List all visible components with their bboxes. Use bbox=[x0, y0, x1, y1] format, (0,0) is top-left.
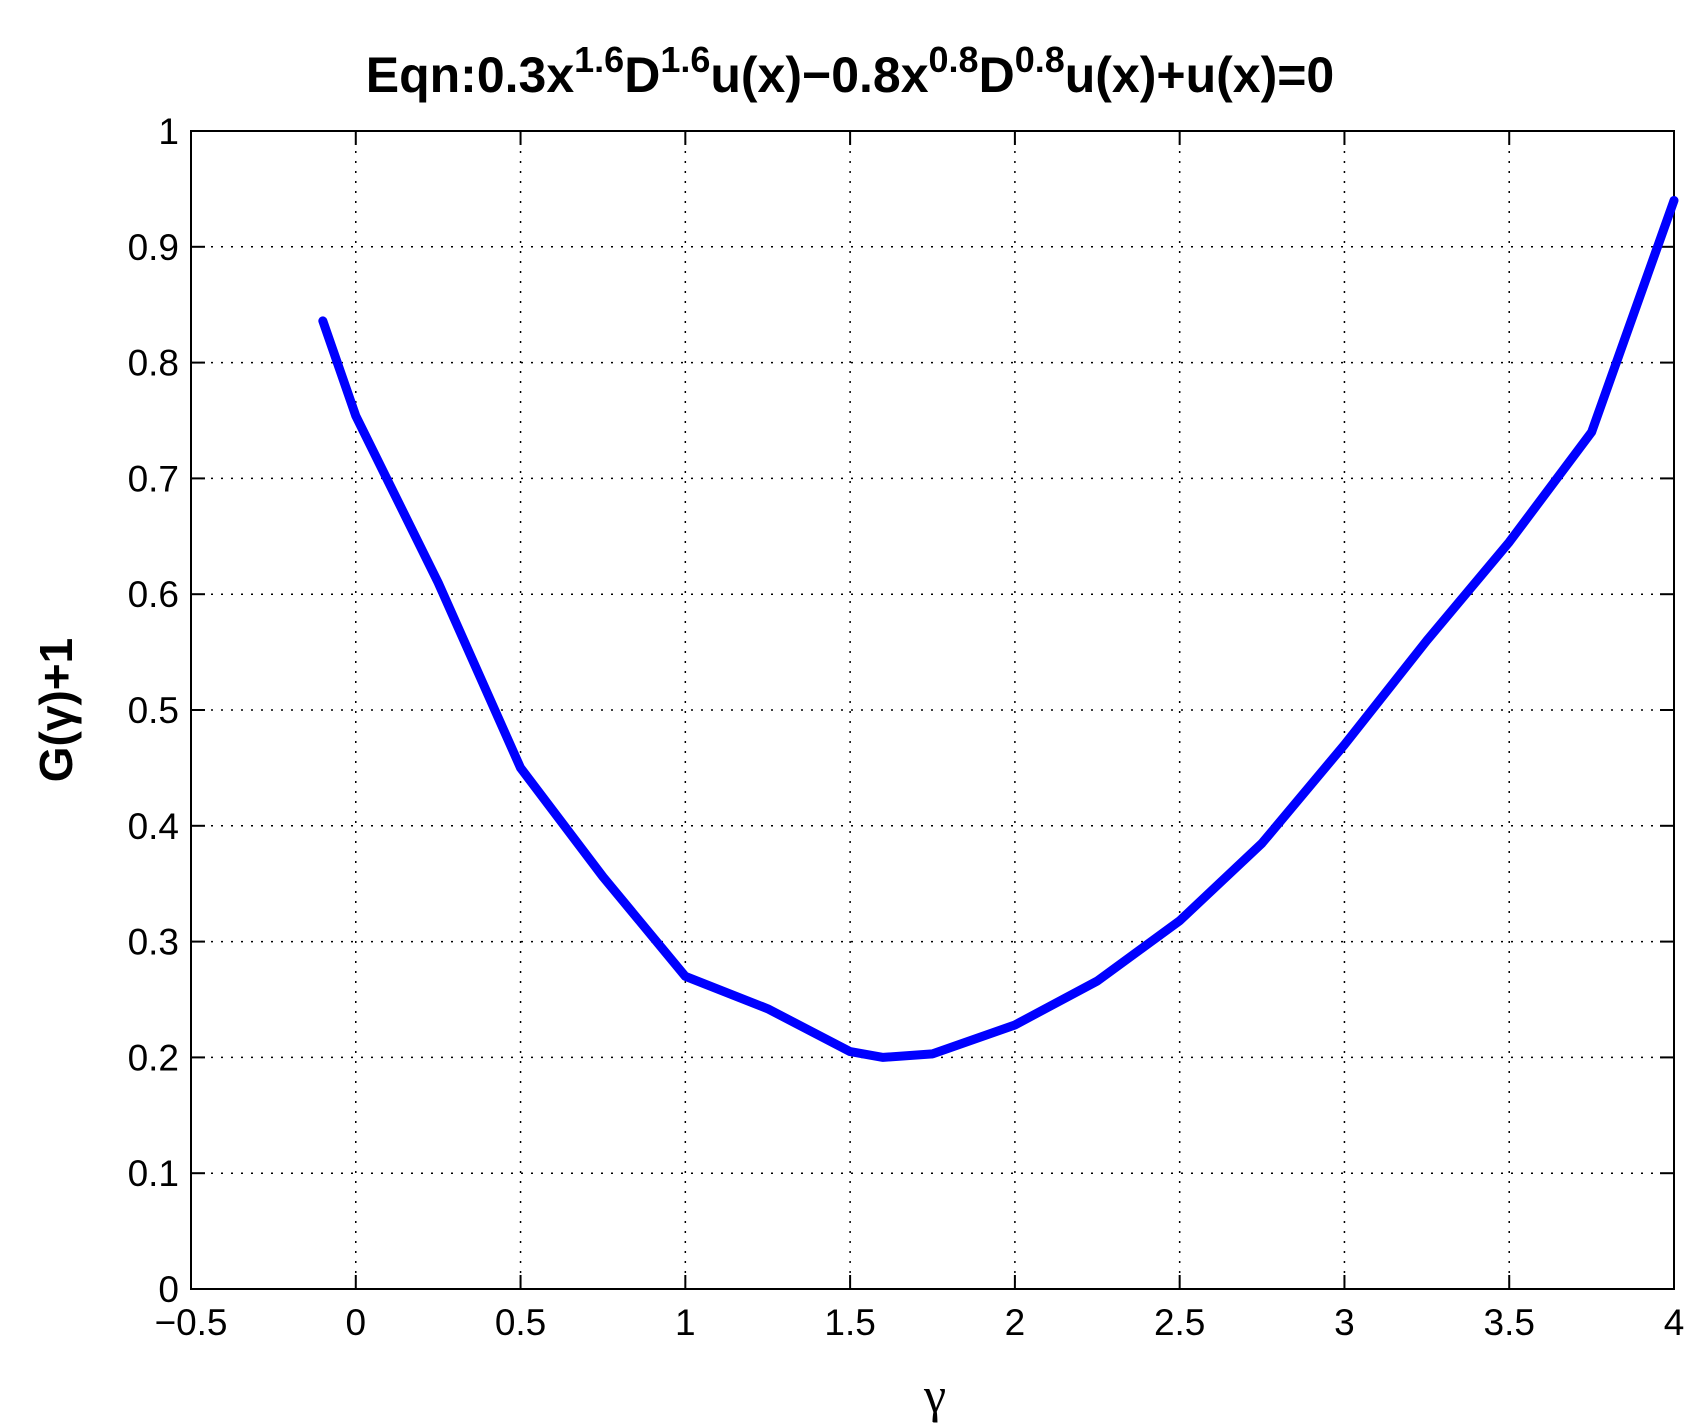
y-tick-label: 1 bbox=[158, 111, 179, 152]
x-tick-label: 2 bbox=[1005, 1302, 1026, 1343]
y-axis-label: G(γ)+1 bbox=[30, 638, 82, 782]
data-line bbox=[318, 195, 1679, 1062]
title-superscript: 1.6 bbox=[574, 39, 624, 80]
x-tick-label: −0.5 bbox=[154, 1302, 227, 1343]
title-text: D bbox=[979, 47, 1015, 103]
y-tick-label: 0.2 bbox=[128, 1037, 179, 1078]
x-tick-label: 0.5 bbox=[495, 1302, 546, 1343]
y-tick-label: 0.5 bbox=[128, 690, 179, 731]
x-tick-label: 3 bbox=[1334, 1302, 1355, 1343]
plot-frame bbox=[190, 130, 1675, 1290]
chart-title: Eqn:0.3x1.6D1.6u(x)−0.8x0.8D0.8u(x)+u(x)… bbox=[366, 39, 1335, 103]
y-tick-label: 0.8 bbox=[128, 343, 179, 384]
x-tick-label: 2.5 bbox=[1154, 1302, 1205, 1343]
y-tick-label: 0.1 bbox=[128, 1153, 179, 1194]
x-axis-label: γ bbox=[923, 1367, 946, 1423]
x-tick-label: 0 bbox=[345, 1302, 366, 1343]
title-superscript: 0.8 bbox=[929, 39, 979, 80]
x-tick-label: 3.5 bbox=[1484, 1302, 1535, 1343]
y-tick-label: 0.9 bbox=[128, 227, 179, 268]
x-tick-label: 1 bbox=[675, 1302, 696, 1343]
title-text: D bbox=[624, 47, 660, 103]
title-text: u(x)−0.8x bbox=[710, 47, 928, 103]
y-tick-label: 0.4 bbox=[128, 806, 179, 847]
x-tick-label: 1.5 bbox=[824, 1302, 875, 1343]
y-tick-label: 0 bbox=[158, 1269, 179, 1310]
y-tick-label: 0.3 bbox=[128, 922, 179, 963]
title-text: Eqn:0.3x bbox=[366, 47, 575, 103]
x-tick-label: 4 bbox=[1664, 1302, 1685, 1343]
y-tick-label: 0.7 bbox=[128, 458, 179, 499]
title-superscript: 1.6 bbox=[660, 39, 710, 80]
title-superscript: 0.8 bbox=[1015, 39, 1065, 80]
y-tick-label: 0.6 bbox=[128, 574, 179, 615]
title-text: u(x)+u(x)=0 bbox=[1065, 47, 1335, 103]
